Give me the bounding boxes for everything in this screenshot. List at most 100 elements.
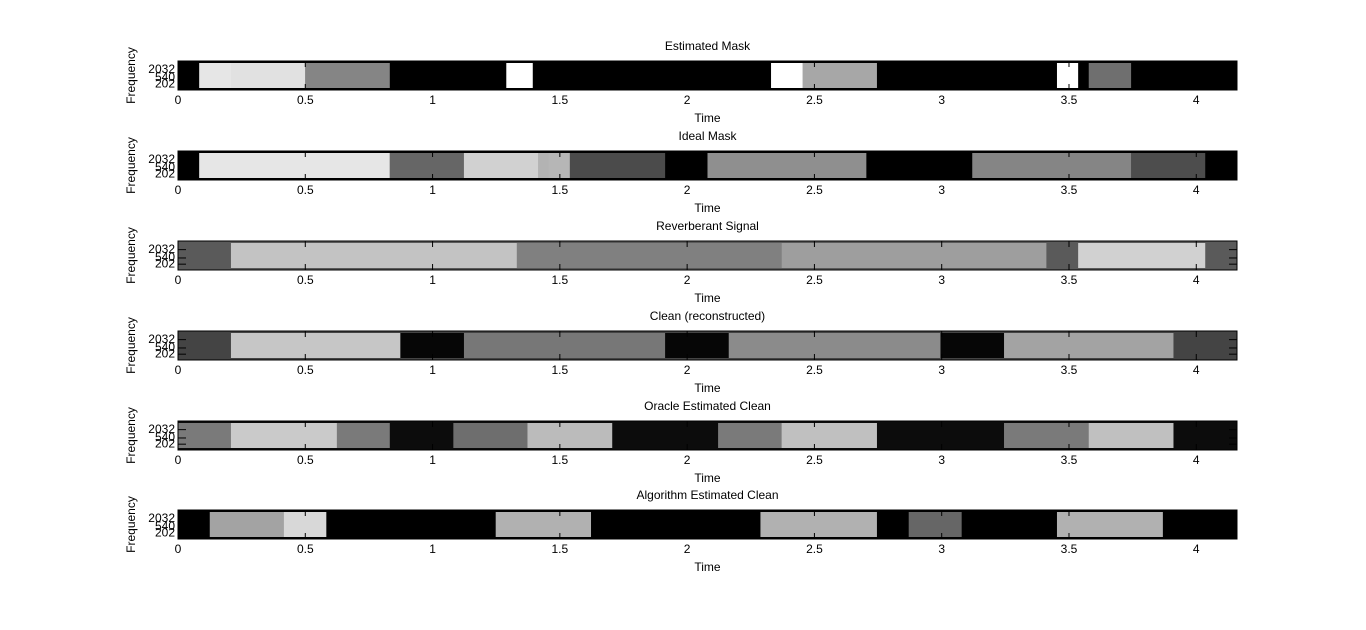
panel: Oracle Estimated Clean Time Frequency 0 0.5 1… (124, 399, 1238, 485)
x-tick-label: 3 (938, 273, 945, 287)
axes-frame (177, 240, 1238, 271)
image-texture (1131, 153, 1206, 178)
image-texture (665, 333, 729, 358)
image-texture (771, 63, 803, 88)
image-texture (1078, 243, 1206, 268)
x-tick-label: 1.5 (552, 453, 569, 467)
image-texture (199, 153, 390, 178)
image-texture (230, 333, 401, 358)
x-tick-label: 0.5 (297, 273, 314, 287)
x-tick-label: 2 (684, 542, 691, 556)
y-tick-label: 202 (155, 166, 175, 180)
image-texture (940, 333, 1005, 358)
panel-title: Algorithm Estimated Clean (636, 488, 778, 502)
x-axis-label: Time (694, 471, 721, 485)
x-tick-label: 0 (175, 363, 182, 377)
panel: Clean (reconstructed) Time Frequency 0 0.5 1 1… (124, 309, 1238, 395)
x-tick-label: 0.5 (297, 453, 314, 467)
axes-frame (177, 60, 1238, 91)
x-tick-label: 3 (938, 542, 945, 556)
panel: Algorithm Estimated Clean Time Frequency 0 0… (124, 488, 1238, 574)
x-tick-label: 3.5 (1061, 183, 1078, 197)
image-texture (781, 243, 1047, 268)
image-texture (400, 333, 464, 358)
image-texture (230, 63, 390, 88)
panel-title: Estimated Mask (665, 39, 751, 53)
x-axis-label: Time (694, 111, 721, 125)
x-tick-label: 2.5 (806, 183, 823, 197)
image-texture (781, 423, 877, 448)
y-axis-label: Frequency (124, 407, 138, 464)
y-axis-label: Frequency (124, 227, 138, 284)
image-texture (230, 243, 517, 268)
x-tick-label: 3 (938, 93, 945, 107)
axes-frame (177, 150, 1238, 181)
y-tick-label: 540 (155, 519, 175, 533)
y-tick-label: 202 (155, 76, 175, 90)
x-tick-label: 3.5 (1061, 363, 1078, 377)
y-tick-label: 202 (155, 346, 175, 360)
x-tick-label: 4 (1193, 273, 1200, 287)
y-axis-label: Frequency (124, 496, 138, 553)
image-texture (463, 333, 666, 358)
x-tick-label: 3 (938, 183, 945, 197)
x-tick-label: 1 (429, 453, 436, 467)
panel-title: Ideal Mask (678, 129, 737, 143)
panel-title: Reverberant Signal (656, 219, 759, 233)
x-tick-label: 4 (1193, 453, 1200, 467)
image-texture (802, 63, 877, 88)
panel: Ideal Mask Time Frequency 0 0.5 1 1.5 2 2.5 3 3.5 4… (124, 129, 1238, 215)
image-texture (230, 423, 337, 448)
y-tick-label: 540 (155, 430, 175, 444)
x-axis-label: Time (694, 291, 721, 305)
x-tick-label: 0.5 (297, 542, 314, 556)
image-texture (1088, 63, 1132, 88)
y-axis-label: Frequency (124, 137, 138, 194)
image-texture (707, 153, 867, 178)
x-tick-label: 1 (429, 542, 436, 556)
x-tick-label: 4 (1193, 542, 1200, 556)
x-tick-label: 3 (938, 363, 945, 377)
y-tick-label: 202 (155, 436, 175, 450)
x-tick-label: 1 (429, 363, 436, 377)
image-texture (495, 512, 592, 537)
y-tick-label: 540 (155, 340, 175, 354)
x-axis-label: Time (694, 381, 721, 395)
image-texture (506, 63, 533, 88)
axes-frame (177, 509, 1238, 540)
x-tick-label: 1.5 (552, 93, 569, 107)
x-tick-label: 1 (429, 273, 436, 287)
y-tick-label: 202 (155, 525, 175, 539)
x-tick-label: 2.5 (806, 273, 823, 287)
x-tick-label: 0.5 (297, 183, 314, 197)
x-tick-label: 3.5 (1061, 542, 1078, 556)
x-tick-label: 3.5 (1061, 453, 1078, 467)
x-tick-label: 1.5 (552, 363, 569, 377)
image-texture (728, 333, 941, 358)
panel-title: Oracle Estimated Clean (644, 399, 771, 413)
y-tick-label: 2032 (148, 422, 175, 436)
image-texture (283, 512, 327, 537)
y-tick-label: 2032 (148, 242, 175, 256)
x-tick-label: 2 (684, 183, 691, 197)
image-texture (548, 153, 666, 178)
y-tick-label: 202 (155, 256, 175, 270)
x-tick-label: 2.5 (806, 542, 823, 556)
y-tick-label: 540 (155, 160, 175, 174)
x-tick-label: 4 (1193, 363, 1200, 377)
image-texture (760, 512, 877, 537)
panel: Estimated Mask Time Frequency 0 0.5 1 1.5 2 2.5 3… (124, 39, 1238, 125)
x-axis-label: Time (694, 560, 721, 574)
panel-title: Clean (reconstructed) (650, 309, 765, 323)
image-texture (972, 153, 1132, 178)
image-texture (516, 243, 782, 268)
panel: Reverberant Signal Time Frequency 0 0.5 1 1.5 2… (124, 219, 1238, 305)
y-tick-label: 2032 (148, 152, 175, 166)
y-tick-label: 2032 (148, 62, 175, 76)
image-texture (1004, 333, 1174, 358)
image-texture (1056, 512, 1163, 537)
x-tick-label: 2 (684, 363, 691, 377)
y-axis-label: Frequency (124, 317, 138, 374)
